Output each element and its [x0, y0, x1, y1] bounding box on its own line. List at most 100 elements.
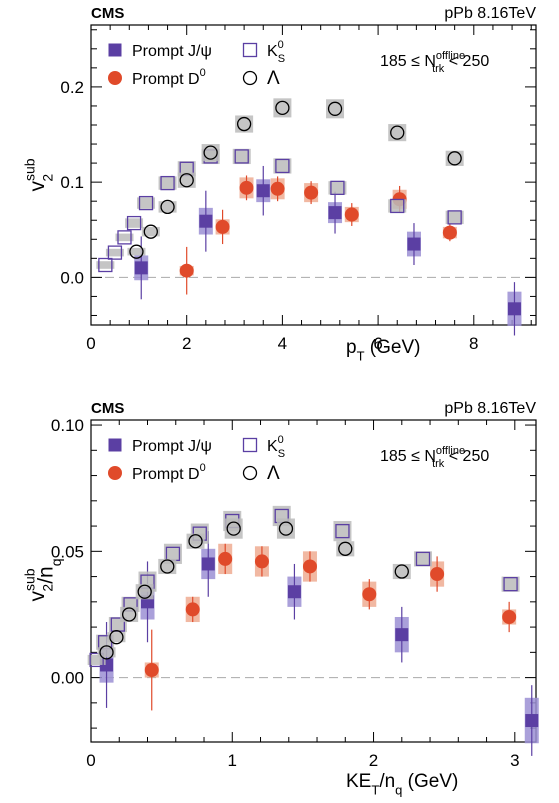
x-tick-label: 0 — [86, 334, 95, 353]
marker-filled-circle — [304, 185, 319, 200]
legend-label-sup: 0 — [200, 67, 206, 79]
series-circle — [144, 543, 517, 711]
legend-label-sup: 0 — [200, 462, 206, 474]
marker-open-circle — [242, 465, 258, 481]
legend-label-base: Λ — [267, 463, 280, 484]
x-tick-label: 2 — [369, 751, 378, 770]
legend-entry-label: Prompt D0 — [132, 67, 206, 88]
legend-entry-label: K0 S — [267, 434, 285, 460]
marker-open-circle — [160, 199, 175, 215]
experiment-label: CMS — [91, 400, 124, 417]
syst-uncertainty-box — [105, 248, 124, 257]
marker-open-circle — [327, 101, 343, 116]
multiplicity-sub: trk — [432, 63, 445, 75]
marker-open-circle — [236, 116, 252, 132]
marker-filled-circle — [442, 225, 457, 240]
marker-open-circle — [226, 521, 241, 536]
x-tick-label: 2 — [182, 334, 191, 353]
x-tick-label: 4 — [278, 334, 287, 353]
syst-uncertainty-box — [127, 247, 146, 256]
marker-open-square — [275, 158, 290, 174]
y-axis-title-rest: /n — [34, 566, 57, 584]
legend-entry-label: K0 S — [267, 39, 285, 65]
series-square — [134, 165, 522, 336]
marker-open-circle — [447, 151, 462, 166]
marker-filled-circle — [362, 587, 377, 602]
legend-label-base: Λ — [267, 68, 280, 89]
marker-filled-circle — [502, 609, 517, 624]
marker-open-square — [89, 652, 104, 668]
experiment-label: CMS — [91, 5, 124, 22]
x-tick-label: 3 — [510, 751, 519, 770]
legend-entry-label: Λ — [267, 463, 280, 484]
marker-open-circle — [338, 541, 353, 556]
x-axis-title-sub: T — [371, 783, 379, 798]
marker-filled-square — [201, 557, 215, 571]
marker-open-square — [335, 523, 350, 539]
legend-label-base: Prompt J/ψ — [132, 438, 212, 455]
syst-uncertainty-box — [501, 576, 520, 592]
multiplicity-rhs: < 250 — [444, 53, 489, 70]
y-tick-label: 0.2 — [60, 78, 84, 97]
marker-open-square — [126, 215, 142, 231]
marker-open-square — [160, 175, 175, 191]
syst-uncertainty-box — [141, 226, 160, 237]
x-axis-title-sub: T — [357, 349, 365, 364]
marker-filled-square — [256, 184, 270, 198]
y-axis-title: vsub 2 — [22, 158, 56, 191]
marker-open-square — [415, 551, 431, 567]
marker-open-square — [503, 577, 518, 592]
syst-uncertainty-box — [445, 210, 464, 225]
marker-open-circle — [160, 559, 175, 574]
marker-open-circle — [275, 100, 290, 116]
marker-open-square — [242, 42, 258, 58]
legend-label-base: K — [267, 438, 278, 455]
marker-open-square — [330, 180, 345, 196]
marker-open-circle — [390, 125, 405, 140]
y-tick-label: 0.1 — [60, 173, 84, 192]
marker-open-circle — [99, 645, 114, 660]
multiplicity-rhs: < 250 — [444, 448, 489, 465]
marker-filled-circle — [108, 71, 122, 85]
marker-open-square — [242, 437, 258, 453]
syst-uncertainty-box — [107, 632, 126, 643]
legend-entry-label: Prompt J/ψ — [132, 438, 212, 455]
syst-uncertainty-box — [333, 521, 352, 542]
marker-filled-circle — [254, 554, 269, 569]
legend-label-sup: 0 — [278, 39, 284, 51]
legend-label-sub: S — [278, 448, 285, 460]
syst-uncertainty-box — [328, 181, 347, 195]
x-tick-label: 8 — [469, 334, 478, 353]
marker-open-square — [390, 198, 405, 214]
y-tick-label: 0.10 — [51, 416, 84, 435]
syst-uncertainty-box — [96, 261, 115, 269]
multiplicity-lhs: 185 ≤ N — [380, 53, 436, 70]
y-axis-title: vsub 2/nq — [22, 558, 64, 601]
syst-uncertainty-box — [158, 201, 177, 213]
collision-system-label: pPb 8.16TeV — [444, 400, 536, 417]
syst-uncertainty-box — [158, 176, 177, 190]
multiplicity-label: 185 ≤ Noffline trk < 250 — [380, 445, 489, 470]
series-open-circle — [127, 98, 464, 259]
multiplicity-sub: trk — [432, 458, 445, 470]
marker-filled-square — [287, 585, 301, 599]
x-tick-label: 6 — [373, 334, 382, 353]
multiplicity-lhs: 185 ≤ N — [380, 448, 436, 465]
plot-frame — [90, 24, 537, 326]
syst-uncertainty-box — [97, 647, 116, 658]
marker-filled-square — [108, 43, 122, 57]
syst-uncertainty-box — [232, 148, 251, 165]
x-axis-title-tail: (GeV) — [402, 771, 458, 792]
legend-label-sup: 0 — [278, 434, 284, 446]
marker-filled-square — [395, 628, 409, 642]
y-axis-title-rest_sub: q — [48, 558, 64, 566]
syst-uncertainty-box — [273, 158, 292, 174]
y-axis-title-sup: sub — [22, 158, 38, 181]
legend-label-base: Prompt D — [132, 71, 200, 88]
y-axis-title-base: v — [26, 591, 49, 602]
